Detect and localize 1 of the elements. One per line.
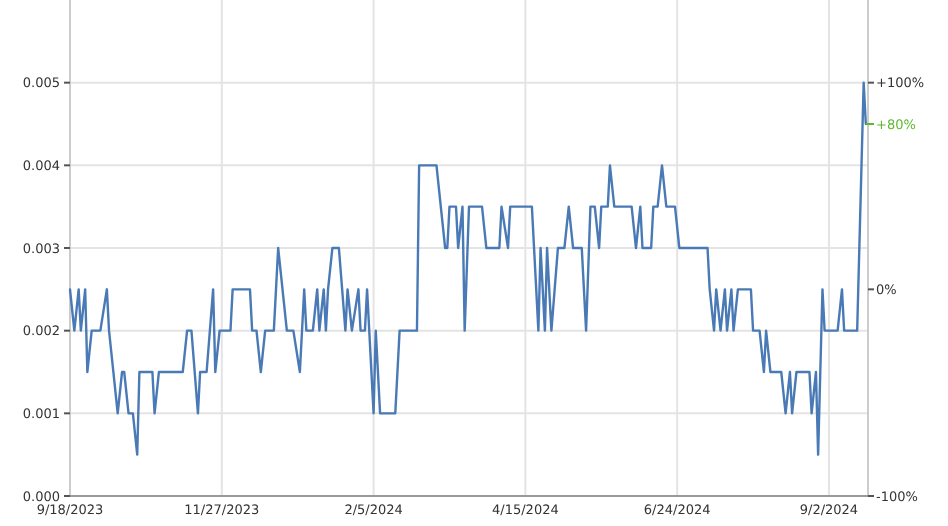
line-series bbox=[68, 81, 868, 456]
